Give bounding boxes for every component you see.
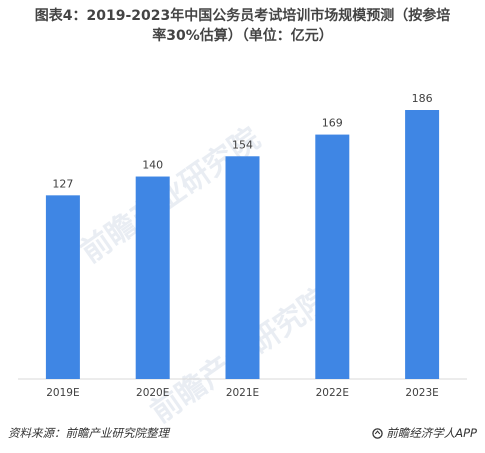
brand-logo-icon <box>372 427 383 439</box>
brand-credit: 前瞻经济学人APP <box>372 425 477 441</box>
bar-2021E <box>225 156 260 379</box>
data-label-2019E: 127 <box>52 177 73 190</box>
source-note: 资料来源：前瞻产业研究院整理 <box>8 426 169 440</box>
x-tick-label-2019E: 2019E <box>46 387 79 399</box>
brand-name: 前瞻经济学人APP <box>386 426 477 440</box>
chart-title-line-1: 图表4：2019-2023年中国公务员考试培训市场规模预测（按参培 <box>34 8 451 24</box>
chart-title-line-2: 率30%估算）（单位：亿元） <box>152 28 333 44</box>
x-tick-label-2020E: 2020E <box>136 387 169 399</box>
data-label-2022E: 169 <box>322 117 343 130</box>
chart-title: 图表4：2019-2023年中国公务员考试培训市场规模预测（按参培 率30%估算… <box>0 6 485 46</box>
bar-2020E <box>135 176 170 379</box>
bar-2022E <box>315 134 350 379</box>
x-tick-label-2023E: 2023E <box>405 387 438 399</box>
bar-2023E <box>405 110 440 379</box>
data-label-2020E: 140 <box>142 159 163 172</box>
x-tick-label-2022E: 2022E <box>316 387 349 399</box>
data-label-2023E: 186 <box>412 92 433 105</box>
data-label-2021E: 154 <box>232 138 253 151</box>
x-tick-label-2021E: 2021E <box>226 387 259 399</box>
bar-2019E <box>45 195 80 379</box>
